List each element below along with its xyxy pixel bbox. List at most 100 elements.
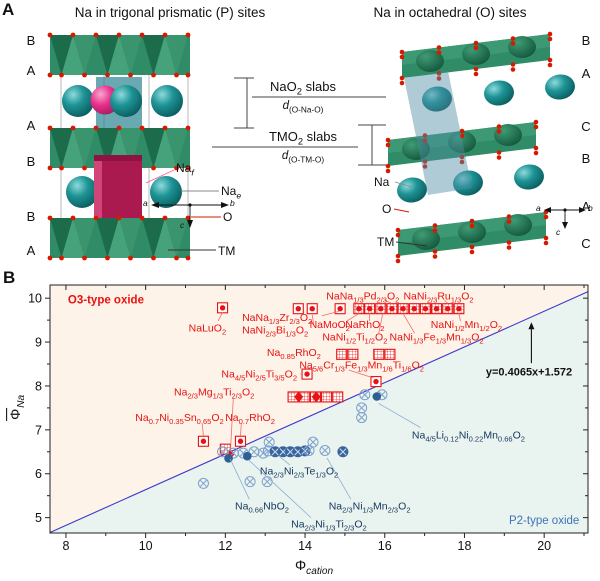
label-leader [311,314,315,326]
y-tick-label: 6 [35,467,42,481]
tm-label-right: TM [377,235,395,249]
tm-label-left: TM [218,244,236,258]
na-f-label: Naf [176,161,194,178]
dimension-lines [212,77,386,166]
equation-arrowhead [528,322,535,330]
boundary-line [49,291,589,534]
axis-b-label-left: b [230,198,235,208]
data-point [372,392,382,401]
panel-b-label: B [3,268,16,287]
point-label: NaNi1/2Ti1/2O2 [322,332,387,346]
axis-c-label-right: c [556,227,561,237]
axis-c-label-left: c [180,220,185,230]
data-point [197,477,209,489]
right-structure-octahedral [385,31,575,264]
p2-region-label: P2-type oxide [509,515,579,527]
label-leader [348,369,374,379]
panel-a-drawing [47,31,586,264]
data-point [384,348,396,360]
na-e-label: Nae [221,184,242,201]
x-tick-label: 16 [378,539,392,553]
x-tick-label: 14 [298,539,312,553]
data-point [364,303,376,315]
point-label: Na2/3Ni1/3Ti2/3O2 [291,518,367,532]
axis-b-label-right: b [588,203,593,213]
x-tick-label: 20 [537,539,551,553]
data-point [356,412,368,424]
series-p2 [197,389,388,489]
x-tick-label: 18 [458,539,472,553]
y-tick-label: 10 [28,292,42,306]
x-tick-label: 8 [62,539,69,553]
point-label: NaMoO2 [310,319,350,333]
label-leader [201,423,204,437]
data-point [373,348,385,360]
axis-glyph-left [151,202,229,228]
x-tick-label: 12 [218,539,232,553]
right-layer-label-4: B [581,151,591,166]
left-layer-label-3: A [26,118,36,133]
y-tick-label: 7 [35,423,42,437]
y-tick-label: 9 [35,336,42,350]
data-point [419,303,431,315]
data-point [356,402,368,414]
data-point [431,303,443,315]
x-axis-title: Φcation [295,557,334,577]
data-point [306,303,318,315]
right-structure-title: Na in octahedral (O) sites [373,5,527,20]
left-layer-label-1: B [26,33,36,48]
data-point [353,303,365,315]
data-point [370,376,382,388]
data-point [442,303,454,315]
data-point [375,303,387,315]
left-structure-title: Na in trigonal prismatic (P) sites [74,5,266,20]
data-point [263,436,275,448]
nao2-slabs-label: NaO2 slabs [270,79,336,97]
label-leader [326,457,352,500]
left-layer-label-2: A [26,63,36,78]
data-point [337,446,349,458]
label-leader [444,300,448,304]
data-point [242,451,252,461]
d-o-tm-o-label: d(O-TM-O) [281,150,325,165]
data-point [311,391,321,403]
label-leader [384,299,393,304]
data-point [386,303,398,315]
right-layer-label-1: B [581,33,591,48]
label-leader [346,313,360,322]
boundary-equation-label: y=0.4065x+1.572 [486,366,572,378]
data-point [307,436,319,448]
left-layer-label-6: A [26,243,36,258]
label-leader [402,313,415,334]
data-point [244,476,256,488]
label-leader [229,458,250,500]
data-point [292,303,304,315]
oxygen-label-left: O [223,210,233,224]
point-label: NaNa1/3Zr2/3O2 [242,312,312,326]
point-label: Na4/5Ni2/5Ti3/5O2 [221,369,297,383]
label-leader [321,310,340,317]
point-label: Na5/6Cr1/3Fe1/3Mn1/6Ti1/6O2 [299,359,424,373]
label-leader [458,313,461,322]
data-point [336,348,348,360]
d-o-na-o-label: d(O-Na-O) [282,100,324,115]
chart-region-o3 [50,285,588,533]
data-point [294,391,304,403]
right-layer-label-2: A [581,66,591,81]
label-leader [217,312,223,322]
point-label: Na2/3Mg1/3Ti2/3O2 [174,387,254,401]
point-label: Na2/3Ni1/3Mn2/3O2 [329,501,411,515]
legend-leaders [145,169,428,251]
na-label-right: Na [374,175,390,189]
right-layer-label-6: C [581,236,591,251]
data-point [408,303,420,315]
point-label: Na2/3Ni2/3Te1/3O2 [260,466,338,480]
data-point [319,444,331,456]
label-leader [378,313,384,334]
label-leader [278,455,291,466]
data-point [334,303,346,315]
axis-a-label-right: a [536,203,541,213]
y-tick-label: 8 [35,379,42,393]
point-label: Na0.7Ni0.35Sn0.65O2 [135,412,223,426]
